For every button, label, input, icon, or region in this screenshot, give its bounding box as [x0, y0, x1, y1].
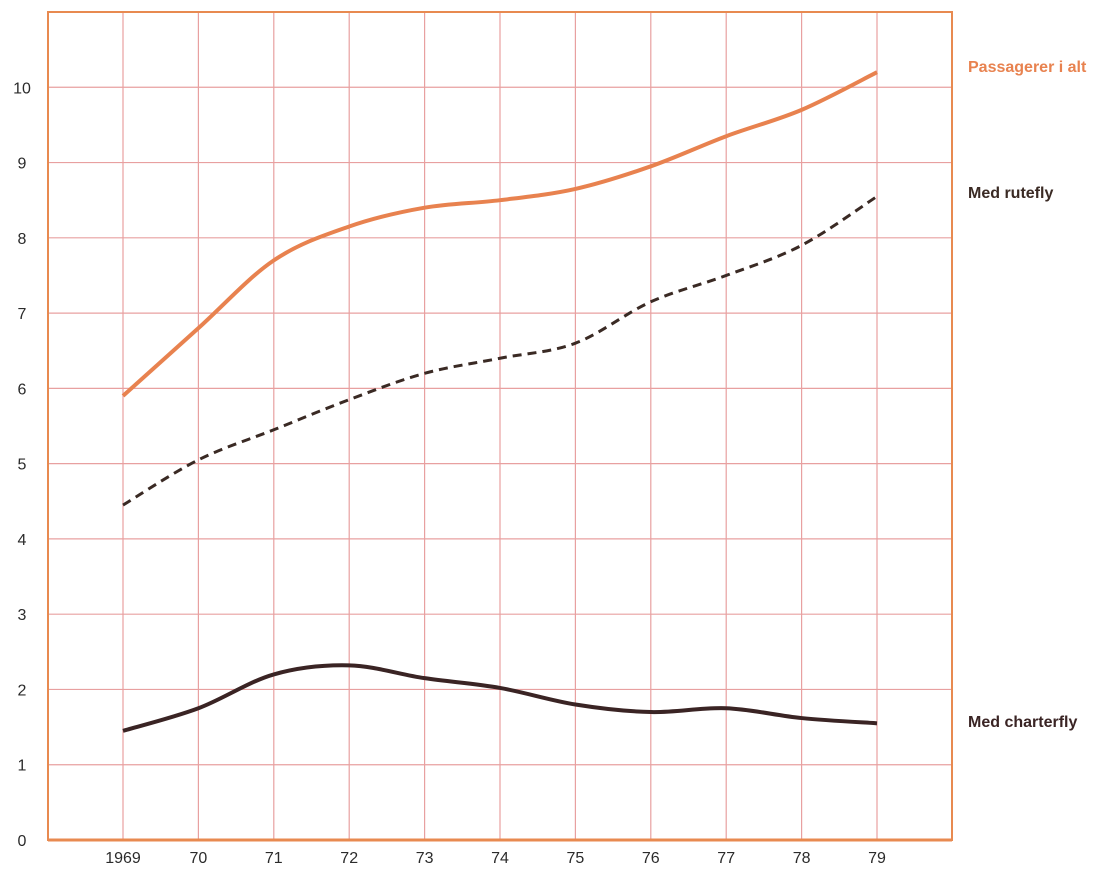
y-tick-label: 6 [18, 381, 27, 398]
y-tick-label: 1 [18, 758, 27, 775]
x-tick-label: 70 [190, 850, 208, 866]
y-tick-label: 0 [18, 833, 27, 850]
x-tick-label: 76 [642, 850, 660, 866]
series-total-line [121, 70, 878, 398]
x-tick-label: 75 [567, 850, 585, 866]
series-label-rutefly: Med rutefly [968, 185, 1053, 202]
series-label-total: Passagerer i alt [968, 59, 1087, 76]
x-tick-label: 78 [793, 850, 811, 866]
y-tick-label: 4 [18, 532, 27, 549]
series-label-charterfly: Med charterfly [968, 714, 1077, 731]
y-tick-label: 9 [18, 156, 27, 173]
y-tick-label: 8 [18, 231, 27, 248]
x-tick-label: 79 [868, 850, 886, 866]
series-labels: Passagerer i alt Med rutefly Med charterfl… [968, 59, 1087, 731]
y-tick-label: 5 [18, 457, 27, 474]
series-rutefly-line [122, 195, 878, 507]
x-tick-label: 73 [416, 850, 434, 866]
x-axis-ticks: 1969 70 71 72 73 74 75 76 77 78 79 [105, 850, 886, 867]
x-tick-label: 72 [340, 850, 358, 866]
y-tick-label: 3 [18, 607, 27, 624]
x-tick-label: 71 [265, 850, 283, 866]
grid [48, 12, 952, 840]
plot-frame [47, 11, 953, 842]
x-tick-label: 74 [491, 850, 509, 866]
x-tick-label: 77 [717, 850, 735, 866]
series-charterfly-line [122, 663, 878, 733]
y-axis-ticks: 0 1 2 3 4 5 6 7 8 9 10 [13, 80, 31, 850]
y-tick-label: 2 [18, 682, 27, 699]
x-tick-label: 1969 [105, 850, 141, 866]
y-tick-label: 10 [13, 80, 31, 97]
y-tick-label: 7 [18, 306, 27, 323]
series-lines [121, 70, 878, 733]
